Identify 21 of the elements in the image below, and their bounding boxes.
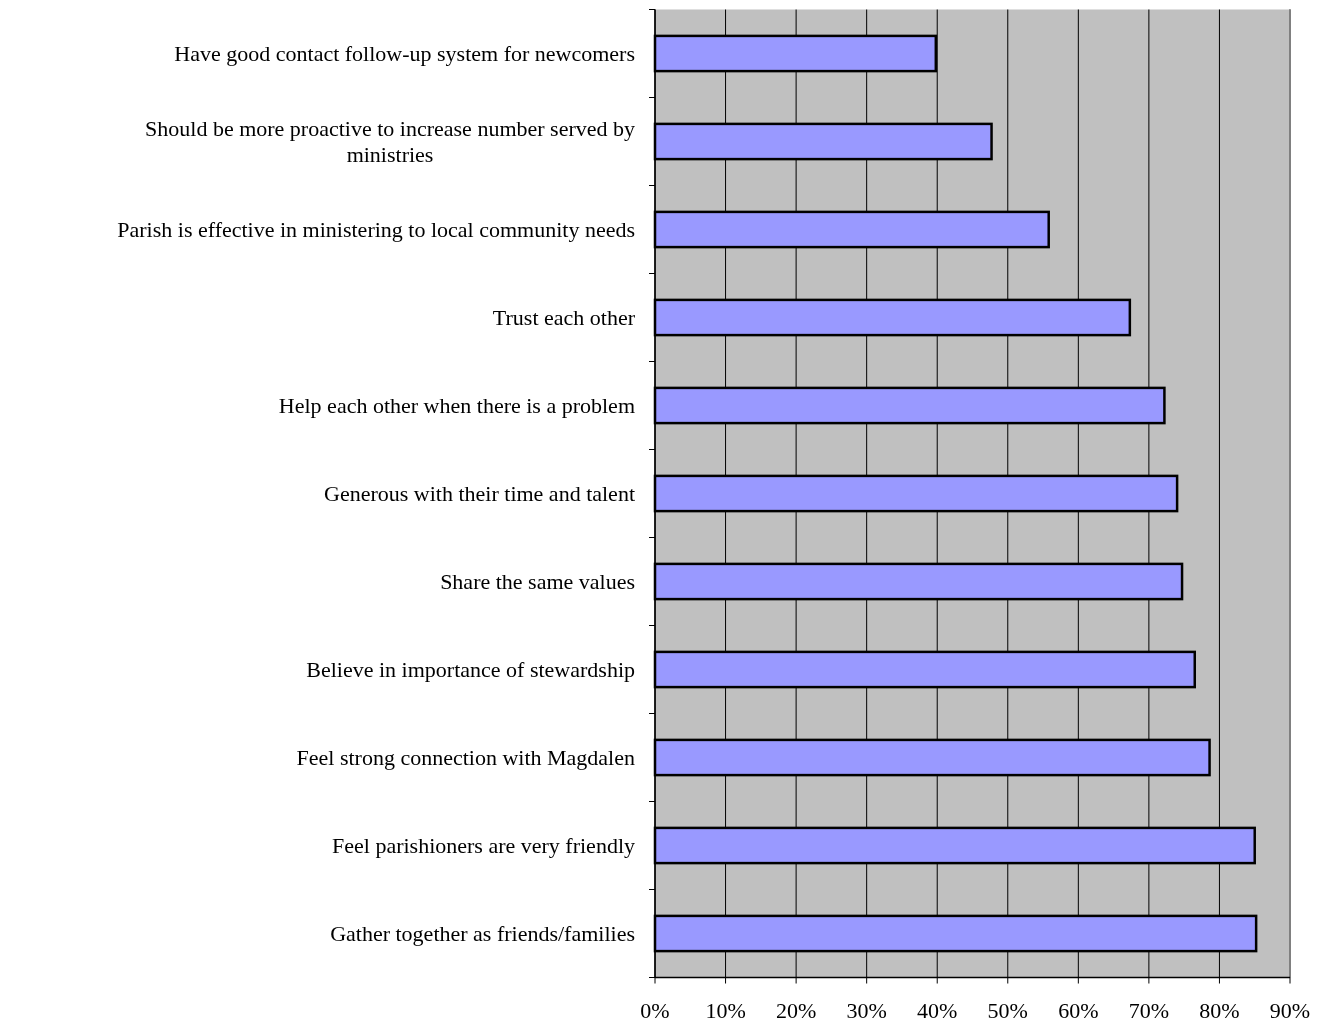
- x-tick-label: 70%: [1128, 997, 1170, 1023]
- x-tick-label: 20%: [775, 997, 817, 1023]
- y-tick-label: Feel strong connection with Magdalen: [296, 745, 635, 770]
- y-tick-label: Trust each other: [492, 305, 636, 330]
- x-tick-label: 10%: [705, 997, 746, 1023]
- y-tick-label: Believe in importance of stewardship: [306, 657, 635, 682]
- x-tick-label: 40%: [917, 997, 958, 1023]
- y-tick-label: Gather together as friends/families: [330, 921, 635, 946]
- y-tick-label: Share the same values: [440, 569, 635, 594]
- y-tick-label: Should be more proactive to increase number served by ministries: [145, 116, 635, 167]
- x-tick-label: 30%: [846, 997, 887, 1023]
- x-tick-label: 80%: [1199, 997, 1240, 1023]
- y-tick-label: Help each other when there is a problem: [278, 393, 635, 418]
- x-tick-label: 60%: [1058, 997, 1099, 1023]
- y-tick-label: Generous with their time and talent: [324, 481, 635, 506]
- y-tick-label: Parish is effective in ministering to local community needs: [117, 217, 635, 242]
- x-tick-label: 0%: [640, 997, 670, 1023]
- y-tick-label: Feel parishioners are very friendly: [332, 833, 635, 858]
- y-tick-label: Have good contact follow-up system for newcomers: [174, 41, 635, 66]
- x-tick-label: 90%: [1269, 997, 1311, 1023]
- x-tick-label: 50%: [987, 997, 1028, 1023]
